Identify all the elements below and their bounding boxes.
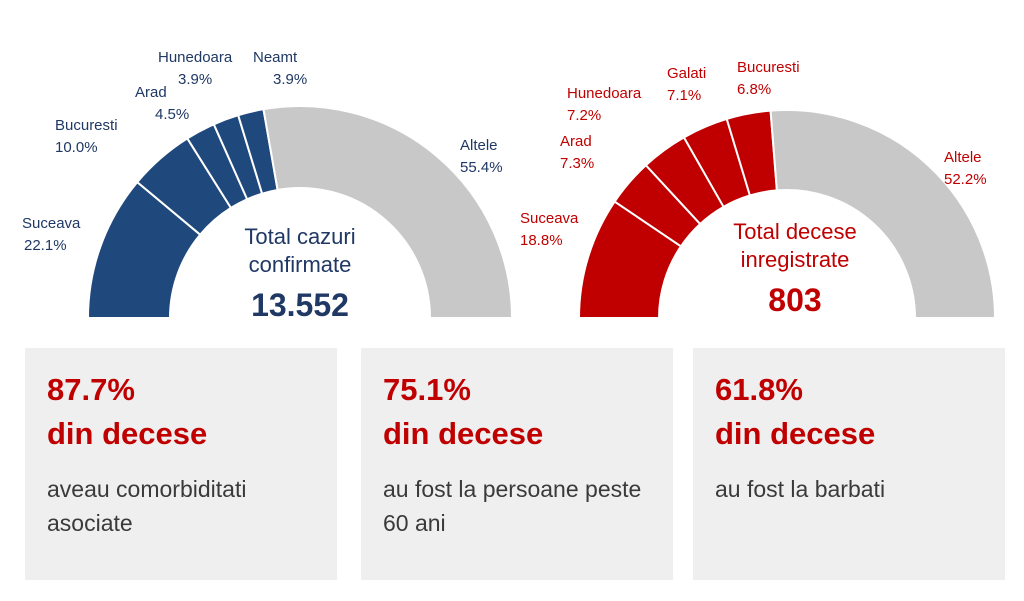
stat-card-over-60: 75.1% din decese au fost la persoane pes… bbox=[361, 348, 673, 580]
slice-label-name: Bucuresti bbox=[737, 59, 800, 76]
cases-half-donut: Suceava 22.1% Bucuresti 10.0% Arad 4.5% Hunedo… bbox=[22, 49, 514, 319]
stat-card-percent: 75.1% bbox=[383, 372, 471, 407]
slice-label-name: Hunedoara bbox=[158, 49, 233, 66]
deaths-half-donut: Suceava 18.8% Arad 7.3% Hunedoara 7.2% Galati 7… bbox=[520, 59, 997, 319]
slice-label-name: Bucuresti bbox=[55, 117, 118, 134]
stat-card-comorbidities: 87.7% din decese aveau comorbiditati aso… bbox=[25, 348, 337, 580]
stat-card-men: 61.8% din decese au fost la barbati bbox=[693, 348, 1005, 580]
stat-card-percent: 61.8% bbox=[715, 372, 803, 407]
slice-label-value: 3.9% bbox=[273, 71, 307, 88]
slice-label-value: 52.2% bbox=[944, 171, 987, 188]
deaths-total-value: 803 bbox=[768, 282, 822, 318]
stat-card-percent: 87.7% bbox=[47, 372, 135, 407]
stat-card-subject: din decese bbox=[383, 416, 544, 451]
stat-card-subject: din decese bbox=[715, 416, 876, 451]
slice-label-name: Suceava bbox=[22, 215, 81, 232]
deaths-center-label: Total decese inregistrate 803 bbox=[695, 218, 895, 320]
slice-label-value: 10.0% bbox=[55, 139, 98, 156]
donut-slice-altele bbox=[769, 109, 997, 319]
stat-card-description: au fost la barbati bbox=[715, 476, 886, 502]
cases-center-line-1: Total cazuri bbox=[244, 224, 356, 249]
stat-card-description: au fost la persoane peste 60 ani bbox=[383, 476, 642, 536]
slice-label-name: Suceava bbox=[520, 210, 579, 227]
slice-label-value: 4.5% bbox=[155, 106, 189, 123]
slice-label-value: 6.8% bbox=[737, 81, 771, 98]
charts-area: Suceava 22.1% Bucuresti 10.0% Arad 4.5% Hunedo… bbox=[22, 49, 997, 319]
slice-label-value: 3.9% bbox=[178, 71, 212, 88]
slice-label-name: Hunedoara bbox=[567, 85, 642, 102]
slice-label-name: Altele bbox=[460, 137, 498, 154]
slice-label-name: Neamt bbox=[253, 49, 298, 66]
slice-label-value: 7.1% bbox=[667, 87, 701, 104]
slice-label-value: 55.4% bbox=[460, 159, 503, 176]
stat-card-description: aveau comorbiditati asociate bbox=[47, 476, 247, 536]
stat-card-subject: din decese bbox=[47, 416, 208, 451]
cases-center-label: Total cazuri confirmate 13.552 bbox=[210, 223, 390, 325]
slice-label-value: 7.2% bbox=[567, 107, 601, 124]
slice-label-value: 18.8% bbox=[520, 232, 563, 249]
slice-label-value: 7.3% bbox=[560, 155, 594, 172]
slice-label-name: Arad bbox=[560, 133, 592, 150]
deaths-center-line-1: Total decese bbox=[733, 219, 857, 244]
slice-label-name: Altele bbox=[944, 149, 982, 166]
slice-label-name: Arad bbox=[135, 84, 167, 101]
cases-center-line-2: confirmate bbox=[248, 252, 352, 277]
slice-label-name: Galati bbox=[667, 65, 706, 82]
slice-label-value: 22.1% bbox=[24, 237, 67, 254]
deaths-center-line-2: inregistrate bbox=[740, 247, 850, 272]
cases-total-value: 13.552 bbox=[251, 287, 349, 323]
donut-slice-altele bbox=[262, 105, 514, 319]
